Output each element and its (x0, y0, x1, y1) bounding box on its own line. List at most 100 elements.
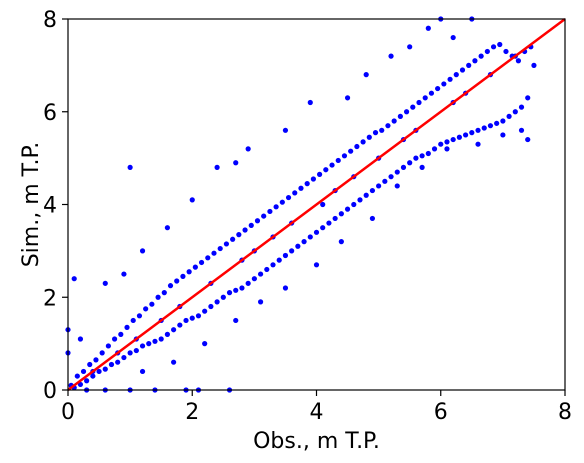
data-point (407, 44, 413, 50)
data-point (164, 225, 170, 231)
data-point (444, 139, 450, 145)
data-point (419, 153, 425, 159)
data-point (453, 72, 459, 78)
data-point (403, 109, 410, 115)
data-point (506, 113, 512, 119)
data-point (164, 331, 170, 337)
data-point (267, 208, 273, 215)
data-point (71, 276, 77, 282)
data-point (376, 183, 382, 189)
data-point (214, 164, 220, 170)
data-point (463, 132, 469, 138)
data-point (202, 308, 208, 314)
data-point (382, 178, 388, 184)
data-point (220, 294, 226, 300)
data-point (360, 139, 366, 145)
data-point (279, 199, 285, 205)
data-point (254, 218, 261, 224)
data-point (344, 95, 351, 101)
data-point (326, 220, 332, 226)
data-point (285, 194, 292, 201)
data-point (369, 187, 376, 194)
x-axis-ticks: 0 2 4 6 8 (61, 390, 572, 425)
data-point (270, 262, 276, 268)
data-point (96, 368, 102, 375)
data-point (239, 285, 245, 291)
data-point (444, 146, 450, 152)
data-point (192, 264, 198, 270)
data-point (205, 255, 211, 261)
data-point (146, 341, 152, 347)
data-point (102, 280, 108, 286)
data-point (242, 227, 248, 233)
data-point (441, 81, 447, 87)
data-point (136, 313, 143, 319)
data-point (450, 136, 456, 143)
data-point (466, 62, 472, 68)
data-point (388, 174, 394, 180)
data-point (490, 44, 497, 50)
data-point (226, 290, 233, 296)
data-point (139, 368, 146, 375)
data-point (223, 241, 230, 247)
data-point (410, 104, 416, 110)
data-point (217, 245, 223, 252)
data-point (317, 171, 323, 177)
data-point (450, 34, 456, 41)
data-point (481, 125, 487, 131)
data-point (158, 336, 164, 342)
data-point (130, 317, 136, 324)
data-point (99, 350, 105, 356)
data-point (497, 41, 503, 48)
data-point (416, 99, 422, 106)
data-point (167, 283, 174, 289)
data-point (363, 72, 369, 78)
data-point (394, 183, 400, 189)
data-point (80, 368, 87, 375)
data-point (512, 109, 518, 115)
data-point (195, 313, 202, 319)
data-point (171, 327, 177, 333)
data-point (87, 361, 93, 368)
data-point (202, 341, 208, 347)
data-point (385, 123, 391, 129)
data-point (251, 276, 257, 282)
data-point (428, 90, 435, 96)
data-point (208, 303, 214, 310)
data-point (475, 127, 481, 133)
data-point (111, 336, 118, 342)
data-point (357, 197, 363, 203)
data-point (425, 25, 431, 31)
data-point (261, 213, 267, 219)
data-point (351, 201, 357, 208)
y-tick-label: 4 (43, 194, 57, 219)
data-point (233, 287, 239, 293)
data-point (487, 123, 494, 129)
data-point (257, 271, 264, 277)
x-tick-label: 6 (434, 400, 448, 425)
data-point (248, 222, 254, 228)
data-point (152, 338, 158, 344)
data-point (304, 181, 310, 187)
data-point (372, 130, 379, 136)
data-point (233, 160, 239, 166)
data-point (475, 141, 481, 147)
data-point (425, 150, 431, 157)
y-tick-label: 6 (43, 101, 57, 126)
data-point (127, 350, 133, 356)
data-point (292, 190, 298, 196)
data-point (77, 336, 84, 342)
data-point (245, 146, 251, 152)
y-tick-label: 2 (43, 286, 57, 311)
data-point (211, 250, 217, 256)
data-point (121, 354, 127, 361)
data-point (143, 306, 149, 312)
data-point (257, 299, 264, 305)
x-tick-label: 8 (558, 400, 572, 425)
data-point (348, 148, 354, 154)
data-point (307, 234, 313, 240)
data-point (183, 317, 189, 324)
data-point (236, 232, 242, 238)
data-point (307, 99, 313, 106)
x-tick-label: 0 (61, 400, 75, 425)
